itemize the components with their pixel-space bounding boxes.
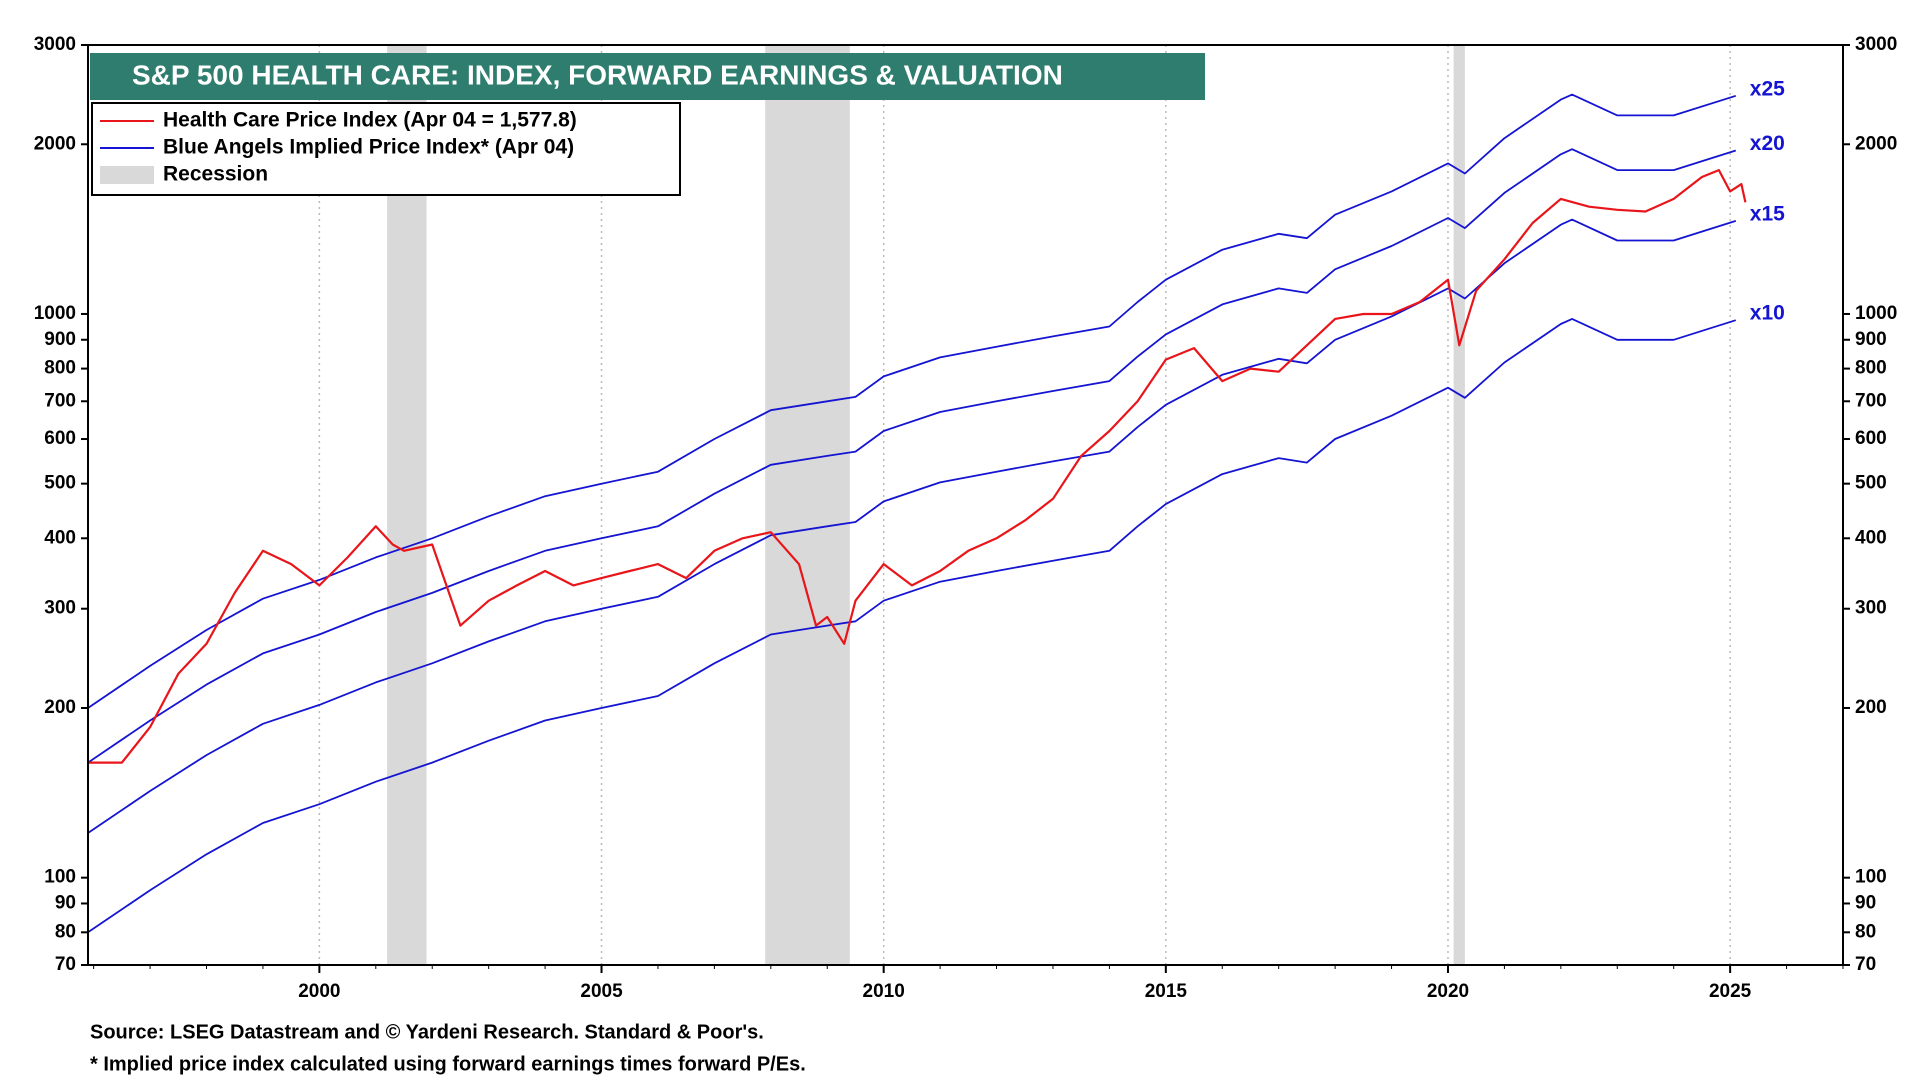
- plot-frame: [87, 44, 1844, 966]
- y-tick-label-right: 90: [1855, 892, 1876, 913]
- y-tick-label: 1000: [34, 303, 76, 324]
- legend-label: Blue Angels Implied Price Index* (Apr 04…: [163, 136, 574, 159]
- source-note: Source: LSEG Datastream and © Yardeni Re…: [90, 1021, 764, 1043]
- x-tick-label: 2010: [863, 981, 905, 1002]
- legend-box: [91, 102, 681, 196]
- series-line: [87, 148, 1737, 764]
- x-tick-label: 2005: [580, 981, 623, 1002]
- y-tick-label: 900: [44, 329, 76, 350]
- chart-title: S&P 500 HEALTH CARE: INDEX, FORWARD EARN…: [132, 59, 1063, 90]
- y-tick-label-right: 70: [1855, 954, 1876, 975]
- y-tick-label: 600: [44, 428, 76, 449]
- title-box: [90, 53, 1205, 100]
- legend: Health Care Price Index (Apr 04 = 1,577.…: [100, 109, 577, 186]
- y-tick-label: 800: [44, 358, 76, 379]
- legend-label: Health Care Price Index (Apr 04 = 1,577.…: [163, 109, 577, 132]
- y-tick-label-right: 80: [1855, 921, 1876, 942]
- y-tick-label: 2000: [34, 133, 76, 154]
- legend-label: Recession: [163, 163, 268, 186]
- y-tick-label-right: 2000: [1855, 133, 1897, 154]
- y-tick-label: 100: [44, 867, 76, 888]
- y-tick-label: 200: [44, 697, 76, 718]
- series-line: [87, 93, 1737, 709]
- legend-swatch: [100, 166, 154, 184]
- series-end-label: x25: [1750, 77, 1785, 100]
- y-tick-label-right: 800: [1855, 358, 1887, 379]
- y-tick-label-right: 1000: [1855, 303, 1897, 324]
- recession-band: [1453, 45, 1465, 965]
- footnote: * Implied price index calculated using f…: [90, 1053, 806, 1075]
- series-end-label: x20: [1750, 132, 1785, 155]
- recession-band: [765, 45, 850, 965]
- y-tick-label: 90: [55, 892, 76, 913]
- series-end-label: x10: [1750, 302, 1785, 325]
- y-tick-label: 500: [44, 473, 76, 494]
- y-tick-label: 300: [44, 598, 76, 619]
- y-tick-label-right: 500: [1855, 473, 1887, 494]
- x-tick-label: 2000: [298, 981, 340, 1002]
- series-line: [88, 169, 1747, 764]
- plot-area: [87, 45, 1747, 965]
- y-tick-label-right: 600: [1855, 428, 1887, 449]
- y-tick-label: 70: [55, 954, 76, 975]
- y-tick-label-right: 100: [1855, 867, 1887, 888]
- series-line: [87, 318, 1737, 934]
- series-end-label: x15: [1750, 202, 1785, 225]
- y-tick-label: 80: [55, 921, 76, 942]
- y-tick-label-right: 700: [1855, 390, 1887, 411]
- series-line: [87, 218, 1737, 834]
- y-tick-label: 400: [44, 527, 76, 548]
- y-tick-label-right: 900: [1855, 329, 1887, 350]
- y-tick-label: 700: [44, 390, 76, 411]
- x-tick-label: 2025: [1709, 981, 1752, 1002]
- y-tick-label-right: 200: [1855, 697, 1887, 718]
- y-tick-label-right: 400: [1855, 527, 1887, 548]
- y-tick-label-right: 300: [1855, 598, 1887, 619]
- x-tick-label: 2020: [1427, 981, 1469, 1002]
- recession-band: [387, 45, 427, 965]
- y-tick-label-right: 3000: [1855, 34, 1897, 55]
- y-tick-label: 3000: [34, 34, 76, 55]
- x-tick-label: 2015: [1145, 981, 1188, 1002]
